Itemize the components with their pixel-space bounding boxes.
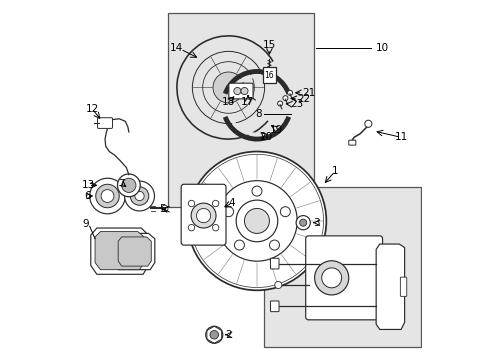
Text: 23: 23 xyxy=(290,99,303,109)
Circle shape xyxy=(89,178,125,214)
Text: 8: 8 xyxy=(255,109,262,119)
Circle shape xyxy=(96,184,119,208)
Circle shape xyxy=(212,224,219,231)
Text: 2: 2 xyxy=(224,330,231,340)
FancyBboxPatch shape xyxy=(270,301,279,312)
Circle shape xyxy=(124,181,154,211)
Text: 9: 9 xyxy=(82,220,89,229)
FancyBboxPatch shape xyxy=(228,83,252,99)
Circle shape xyxy=(287,90,292,95)
Polygon shape xyxy=(91,228,148,274)
Circle shape xyxy=(234,240,244,250)
Circle shape xyxy=(209,330,218,339)
Text: 19: 19 xyxy=(269,125,283,135)
Text: 13: 13 xyxy=(82,180,95,190)
Circle shape xyxy=(188,200,194,207)
Circle shape xyxy=(277,101,282,106)
Circle shape xyxy=(135,192,144,201)
Circle shape xyxy=(314,261,348,295)
Circle shape xyxy=(117,174,140,197)
Circle shape xyxy=(213,72,244,103)
Text: 12: 12 xyxy=(85,104,99,114)
Text: 14: 14 xyxy=(170,43,183,53)
Polygon shape xyxy=(118,237,151,266)
Circle shape xyxy=(196,208,210,223)
Text: 10: 10 xyxy=(375,43,388,53)
Circle shape xyxy=(212,200,219,207)
Text: 22: 22 xyxy=(297,94,310,104)
Circle shape xyxy=(223,207,233,217)
Text: 18: 18 xyxy=(222,98,235,107)
Circle shape xyxy=(191,203,216,228)
Text: 11: 11 xyxy=(394,132,407,142)
FancyBboxPatch shape xyxy=(305,236,382,320)
Circle shape xyxy=(280,207,290,217)
Circle shape xyxy=(188,224,194,231)
Circle shape xyxy=(236,200,277,242)
Circle shape xyxy=(274,282,281,288)
Text: 5: 5 xyxy=(159,204,165,214)
FancyBboxPatch shape xyxy=(168,13,313,207)
Text: 15: 15 xyxy=(262,40,275,50)
Circle shape xyxy=(251,186,262,196)
FancyBboxPatch shape xyxy=(264,187,420,347)
Polygon shape xyxy=(114,233,155,270)
Circle shape xyxy=(101,190,114,202)
FancyBboxPatch shape xyxy=(97,118,112,129)
Circle shape xyxy=(122,178,136,193)
Circle shape xyxy=(216,181,297,261)
Polygon shape xyxy=(375,244,404,329)
FancyBboxPatch shape xyxy=(181,184,225,245)
Circle shape xyxy=(299,219,306,226)
Circle shape xyxy=(187,152,325,290)
Text: 3: 3 xyxy=(312,218,319,228)
Text: 20: 20 xyxy=(259,132,272,142)
FancyBboxPatch shape xyxy=(348,140,355,145)
FancyBboxPatch shape xyxy=(263,67,275,83)
Text: 1: 1 xyxy=(331,166,338,176)
Circle shape xyxy=(283,96,287,101)
Circle shape xyxy=(321,268,341,288)
Circle shape xyxy=(161,205,168,212)
Text: 17: 17 xyxy=(240,97,253,107)
Circle shape xyxy=(364,120,371,127)
Circle shape xyxy=(296,216,310,230)
Circle shape xyxy=(244,208,269,233)
Text: 4: 4 xyxy=(228,198,235,208)
FancyBboxPatch shape xyxy=(400,277,406,296)
Circle shape xyxy=(205,326,223,343)
FancyBboxPatch shape xyxy=(270,258,279,269)
Circle shape xyxy=(269,240,279,250)
Text: 6: 6 xyxy=(84,191,90,201)
Circle shape xyxy=(233,87,241,95)
Polygon shape xyxy=(95,231,144,270)
Text: 21: 21 xyxy=(301,88,315,98)
Text: 16: 16 xyxy=(264,71,274,80)
Text: 7: 7 xyxy=(118,179,125,189)
Circle shape xyxy=(241,87,247,95)
Circle shape xyxy=(130,187,148,205)
